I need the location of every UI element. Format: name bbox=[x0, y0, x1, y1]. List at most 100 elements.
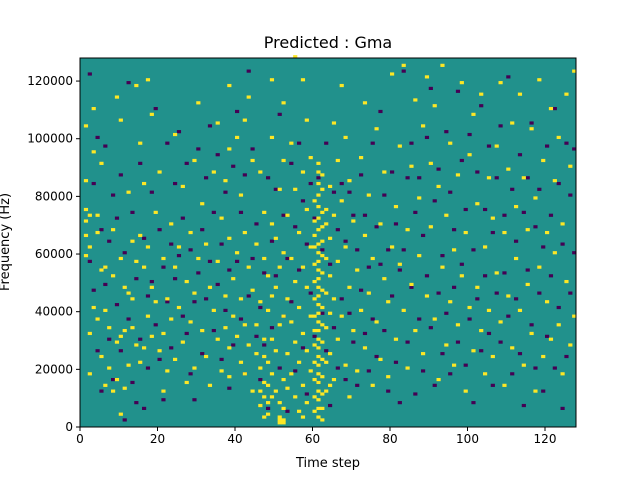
heatmap-cell-low bbox=[130, 380, 135, 385]
heatmap-cell-high bbox=[269, 294, 275, 298]
heatmap-cell-low bbox=[370, 317, 375, 321]
heatmap-cell-low bbox=[560, 406, 565, 410]
heatmap-cell-high bbox=[231, 277, 236, 281]
heatmap-cell-high bbox=[223, 326, 228, 330]
heatmap-cell-low bbox=[165, 141, 170, 145]
heatmap-cell-high bbox=[502, 383, 507, 387]
heatmap-cell-low bbox=[312, 216, 317, 220]
heatmap-cell-high bbox=[533, 196, 538, 200]
heatmap-cell-low bbox=[138, 161, 143, 165]
heatmap-cell-high bbox=[165, 297, 170, 301]
heatmap-cell-low bbox=[525, 268, 530, 272]
heatmap-cell-high bbox=[444, 213, 449, 217]
heatmap-cell-low bbox=[204, 297, 209, 301]
heatmap-cell-low bbox=[343, 377, 348, 382]
heatmap-cell-high bbox=[316, 161, 321, 165]
heatmap-cell-low bbox=[176, 254, 182, 258]
heatmap-cell-high bbox=[273, 285, 278, 289]
heatmap-cell-high bbox=[149, 334, 154, 338]
heatmap-cell-low bbox=[366, 369, 371, 373]
heatmap-cell-low bbox=[405, 340, 410, 344]
heatmap-cell-low bbox=[300, 346, 306, 350]
heatmap-cell-low bbox=[262, 343, 267, 347]
heatmap-cell-high bbox=[316, 285, 321, 289]
heatmap-cell-high bbox=[320, 323, 325, 327]
heatmap-cell-high bbox=[552, 179, 557, 183]
heatmap-cell-low bbox=[173, 277, 178, 281]
heatmap-cell-low bbox=[440, 254, 445, 258]
heatmap-cell-low bbox=[153, 323, 158, 327]
heatmap-cell-low bbox=[572, 251, 577, 255]
heatmap-cell-high bbox=[269, 222, 275, 226]
heatmap-cell-high bbox=[498, 320, 503, 324]
heatmap-cell-high bbox=[320, 187, 325, 191]
heatmap-cell-high bbox=[122, 285, 127, 289]
heatmap-cell-high bbox=[173, 357, 178, 361]
heatmap-cell-low bbox=[184, 161, 189, 165]
heatmap-cell-high bbox=[386, 375, 391, 379]
heatmap-cell-low bbox=[568, 291, 573, 295]
heatmap-cell-high bbox=[316, 193, 321, 197]
heatmap-cell-low bbox=[118, 173, 123, 177]
heatmap-cell-high bbox=[490, 216, 495, 220]
heatmap-cell-high bbox=[269, 372, 275, 376]
heatmap-cell-low bbox=[506, 75, 511, 79]
heatmap-cell-high bbox=[91, 107, 96, 111]
heatmap-cell-high bbox=[134, 343, 139, 347]
heatmap-cell-low bbox=[335, 366, 340, 370]
heatmap-cell-high bbox=[393, 337, 399, 341]
heatmap-cell-low bbox=[107, 239, 112, 243]
heatmap-cell-high bbox=[227, 346, 232, 350]
heatmap-cell-high bbox=[413, 328, 418, 333]
heatmap-cell-high bbox=[568, 164, 573, 168]
heatmap-cell-high bbox=[277, 323, 282, 327]
heatmap-cell-high bbox=[293, 395, 298, 399]
y-tick-label: 20000 bbox=[35, 362, 73, 376]
heatmap-cell-high bbox=[188, 320, 193, 324]
heatmap-cell-high bbox=[258, 366, 263, 370]
heatmap-cell-high bbox=[176, 245, 182, 249]
heatmap-cell-high bbox=[227, 147, 232, 151]
y-tick-label: 60000 bbox=[35, 247, 73, 261]
heatmap-cell-high bbox=[254, 352, 259, 356]
heatmap-cell-high bbox=[161, 331, 166, 336]
heatmap-cell-high bbox=[440, 265, 445, 269]
heatmap-cell-high bbox=[161, 256, 166, 261]
heatmap-cell-low bbox=[452, 285, 457, 289]
heatmap-cell-low bbox=[355, 248, 360, 252]
heatmap-cell-low bbox=[467, 317, 472, 321]
heatmap-cell-low bbox=[471, 248, 476, 252]
heatmap-cell-high bbox=[304, 207, 309, 212]
heatmap-cell-high bbox=[273, 389, 278, 393]
heatmap-cell-high bbox=[304, 349, 309, 353]
heatmap-cell-high bbox=[107, 366, 112, 370]
heatmap-cell-high bbox=[157, 170, 162, 174]
heatmap-cell-high bbox=[455, 173, 461, 177]
heatmap-cell-high bbox=[184, 279, 189, 284]
heatmap-cell-high bbox=[285, 386, 290, 390]
heatmap-cell-high bbox=[269, 395, 275, 399]
heatmap-cell-high bbox=[312, 297, 317, 301]
heatmap-cell-high bbox=[235, 135, 240, 140]
heatmap-cell-high bbox=[153, 210, 158, 214]
heatmap-cell-low bbox=[552, 366, 557, 370]
heatmap-cell-high bbox=[328, 352, 333, 356]
heatmap-cell-low bbox=[355, 383, 360, 387]
heatmap-cell-high bbox=[339, 83, 344, 88]
heatmap-cell-high bbox=[316, 205, 321, 209]
heatmap-cell-low bbox=[297, 268, 302, 272]
heatmap-cell-high bbox=[312, 395, 317, 399]
y-axis-label: Frequency (Hz) bbox=[0, 193, 13, 291]
heatmap-cell-high bbox=[99, 268, 104, 272]
heatmap-cell-high bbox=[498, 81, 503, 85]
heatmap-cell-high bbox=[145, 314, 151, 318]
heatmap-cell-low bbox=[432, 199, 437, 203]
heatmap-cell-low bbox=[498, 124, 503, 128]
heatmap-cell-low bbox=[533, 225, 538, 229]
heatmap-cell-high bbox=[355, 268, 360, 272]
heatmap-cell-high bbox=[432, 104, 437, 108]
heatmap-cell-high bbox=[506, 167, 511, 171]
heatmap-cell-high bbox=[316, 354, 321, 359]
heatmap-cell-high bbox=[293, 340, 298, 344]
heatmap-cell-high bbox=[316, 181, 321, 186]
